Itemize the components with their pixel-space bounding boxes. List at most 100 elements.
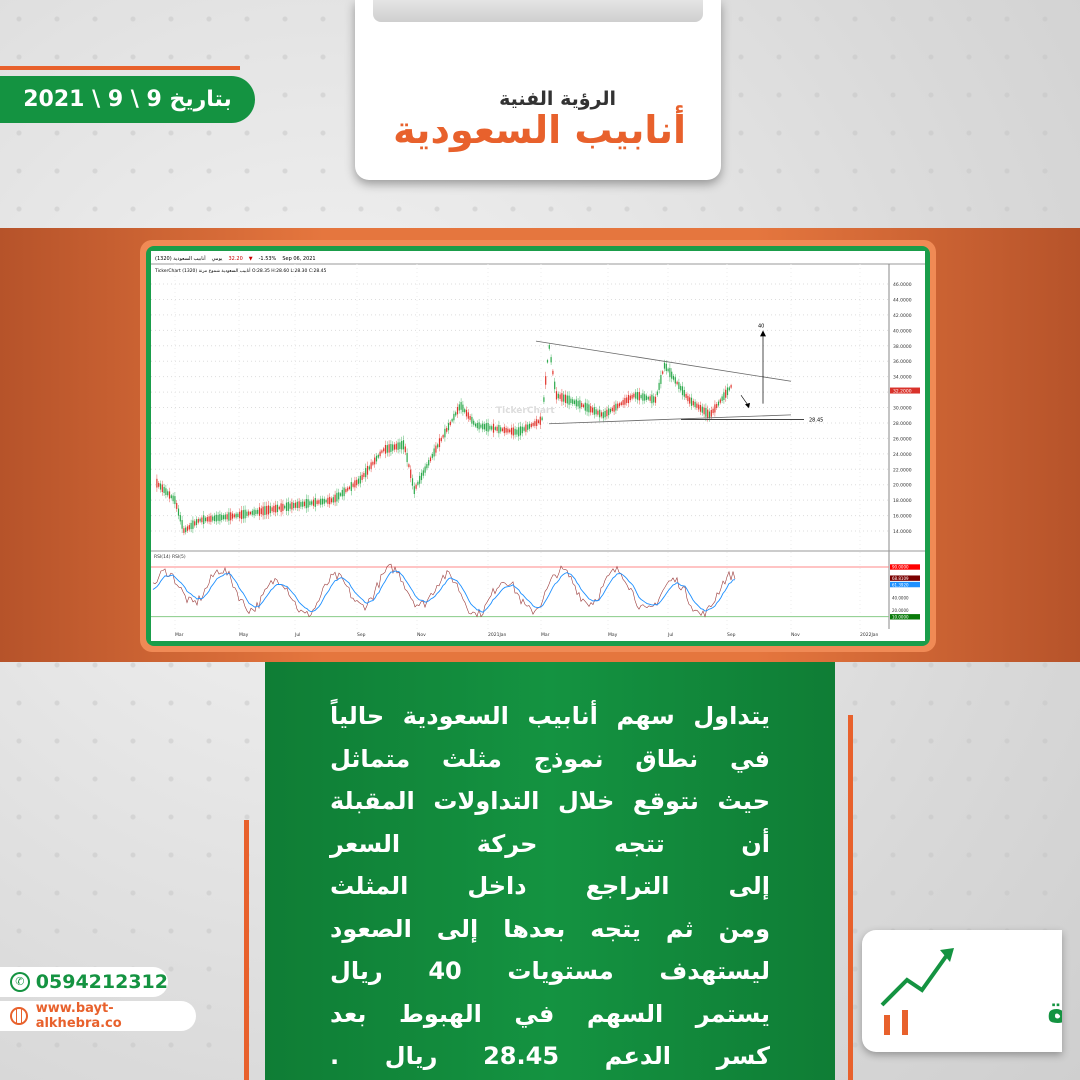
candle: [552, 370, 554, 375]
candle: [701, 406, 703, 413]
candle: [593, 407, 595, 415]
candle: [406, 452, 408, 463]
candle: [276, 504, 279, 512]
date-badge: بتاريخ 9 \ 9 \ 2021: [0, 76, 255, 123]
chart-symbol: أنابيب السعودية (1320): [155, 255, 206, 262]
candle: [291, 502, 293, 510]
candle: [600, 412, 603, 417]
phone-number: 0594212312: [35, 971, 168, 993]
x-tick-label: May: [608, 632, 618, 638]
candle: [568, 395, 570, 405]
candle: [201, 517, 203, 523]
candle: [501, 428, 504, 431]
candle: [390, 444, 392, 452]
candle: [266, 505, 268, 515]
candle: [615, 403, 617, 411]
arrow-down-icon: [745, 402, 750, 409]
candle: [174, 496, 176, 505]
candle: [408, 464, 410, 468]
candle: [233, 514, 235, 518]
candle: [712, 408, 714, 414]
candle: [269, 506, 271, 514]
candle: [631, 394, 633, 399]
candle: [577, 400, 579, 407]
candle: [492, 423, 495, 433]
candle: [555, 391, 558, 400]
text-line: إلى التراجع داخل المثلث: [330, 872, 770, 900]
brand-logo: بيت الخبرة: [862, 930, 1080, 1052]
candle: [620, 402, 622, 406]
candle: [683, 390, 685, 397]
text-line: يستمر السهم في الهبوط بعد: [330, 999, 770, 1028]
x-tick-label: May: [239, 632, 249, 638]
candle: [332, 497, 334, 503]
candle: [671, 371, 673, 379]
candle: [518, 427, 520, 437]
candle: [680, 385, 682, 391]
phone-contact[interactable]: ✆ 0594212312: [0, 967, 168, 997]
y-tick-label: 34.0000: [893, 375, 912, 381]
candle: [190, 522, 192, 530]
website-url: www.bayt-alkhebra.co: [35, 1001, 122, 1031]
candle: [314, 498, 316, 507]
candle: [456, 406, 459, 415]
candle: [329, 496, 331, 505]
candle: [334, 494, 336, 503]
candle: [368, 466, 370, 470]
candle: [399, 442, 401, 450]
candle: [471, 416, 473, 424]
candle: [253, 509, 255, 516]
candle: [404, 446, 406, 453]
candle: [395, 443, 397, 450]
candle: [667, 368, 669, 372]
candle: [165, 488, 167, 495]
candle: [343, 487, 345, 497]
candle: [483, 424, 486, 430]
candle: [359, 475, 361, 484]
candle: [372, 461, 374, 465]
candle: [161, 484, 163, 493]
candle: [725, 389, 727, 398]
text-line: حيث نتوقع خلال التداولات المقبلة: [330, 787, 770, 815]
candle: [296, 501, 298, 508]
candle: [339, 493, 342, 496]
candle: [374, 457, 376, 465]
candle: [687, 395, 689, 402]
candle: [545, 376, 547, 385]
price-pane: 46.0000 44.0000 42.0000 40.0000 38.0000 36.00…: [151, 264, 920, 638]
candle: [264, 506, 266, 515]
candle: [609, 408, 612, 413]
x-tick-label: Sep: [357, 632, 366, 638]
candle: [206, 517, 208, 522]
divider: [0, 66, 240, 70]
candle: [564, 394, 567, 403]
candle: [251, 510, 253, 515]
candle: [242, 510, 244, 519]
candle: [660, 375, 662, 384]
candle: [692, 400, 694, 406]
x-tick-label: Mar: [175, 632, 184, 638]
y-tick-label: 38.0000: [893, 344, 912, 350]
candle: [602, 412, 604, 419]
candle: [480, 424, 482, 428]
candle: [212, 516, 214, 521]
candle: [469, 415, 471, 420]
candle: [642, 393, 644, 401]
website-link[interactable]: www.bayt-alkhebra.co: [0, 1001, 196, 1031]
candle: [638, 392, 640, 401]
candle: [474, 423, 477, 427]
candle: [302, 501, 304, 507]
page-title: أنابيب السعودية: [393, 108, 686, 152]
candle: [528, 423, 531, 429]
candle: [156, 478, 158, 488]
y-tick-label: 42.0000: [893, 313, 912, 319]
candle: [442, 435, 444, 438]
candle: [460, 402, 462, 410]
candle: [658, 382, 660, 390]
down-triangle-icon: ▼: [249, 256, 253, 262]
candle: [341, 489, 343, 497]
candle: [597, 410, 599, 415]
y-tick-label: 18.0000: [893, 498, 912, 504]
globe-icon: [10, 1007, 28, 1025]
candle: [361, 474, 363, 480]
